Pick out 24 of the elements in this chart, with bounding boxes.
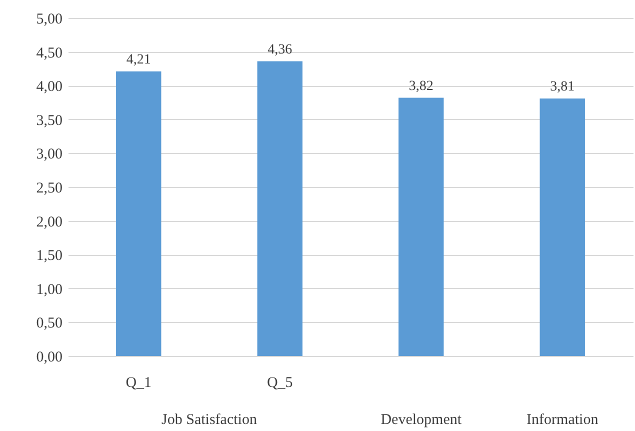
x-tick-label: Information (526, 412, 599, 428)
y-tick-label: 1,00 (36, 282, 62, 298)
data-label: 4,21 (126, 52, 151, 68)
y-tick-label: 4,00 (36, 79, 62, 96)
bar (116, 71, 162, 356)
data-label: 3,81 (550, 79, 575, 94)
x-tick-label: Development (380, 412, 462, 428)
y-tick-label: 0,50 (36, 316, 62, 332)
bar (398, 98, 444, 356)
y-tick-label: 0,00 (36, 350, 62, 366)
data-label: 3,82 (408, 78, 434, 94)
x-tick-label: Q_1 (126, 375, 152, 391)
y-tick-label: 4,50 (36, 45, 62, 62)
y-tick-label: 2,50 (36, 180, 62, 196)
y-tick-label: 1,50 (36, 248, 62, 264)
y-tick-label: 5,00 (36, 12, 62, 28)
bar (540, 98, 585, 356)
y-tick-label: 3,50 (36, 112, 62, 129)
bar (257, 61, 302, 356)
x-tick-label: Q_5 (266, 375, 293, 391)
y-tick-label: 3,00 (36, 146, 62, 163)
y-tick-label: 2,00 (36, 214, 62, 230)
data-label: 4,36 (268, 42, 292, 58)
text: Job Satisfaction (162, 412, 258, 428)
